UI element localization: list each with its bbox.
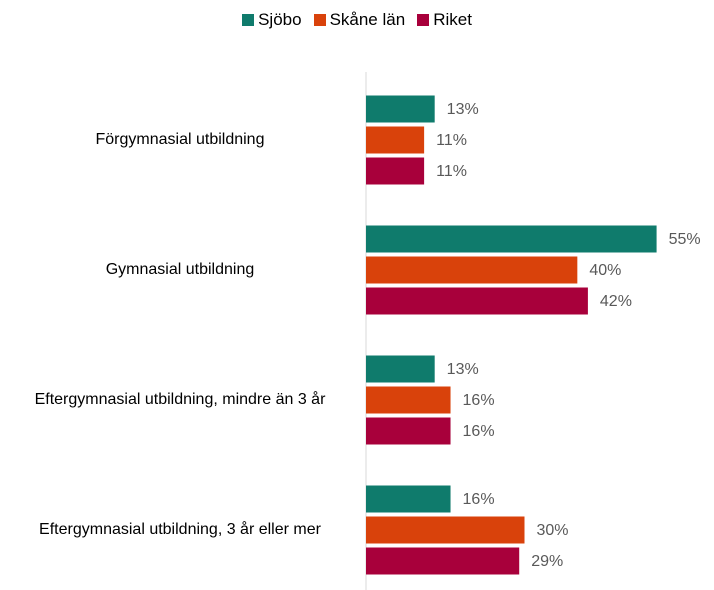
category-label: Gymnasial utbildning xyxy=(105,261,255,278)
data-label: 11% xyxy=(436,132,467,149)
legend-item: Skåne län xyxy=(313,10,406,30)
data-label: 30% xyxy=(537,522,569,539)
bar xyxy=(366,157,425,185)
legend-swatch xyxy=(417,14,430,26)
bar xyxy=(366,126,425,154)
data-label: 29% xyxy=(531,553,563,570)
legend-item: Riket xyxy=(417,10,472,30)
legend-label: Skåne län xyxy=(329,10,406,29)
data-label: 40% xyxy=(589,262,621,279)
category-label: Eftergymnasial utbildning, 3 år eller me… xyxy=(39,521,321,538)
bar xyxy=(366,386,451,414)
legend-label: Riket xyxy=(433,10,472,29)
data-label: 55% xyxy=(669,231,701,248)
data-label: 16% xyxy=(463,491,495,508)
data-label: 11% xyxy=(436,163,467,180)
bar xyxy=(366,287,588,315)
legend: Sjöbo Skåne län Riket xyxy=(0,10,714,30)
bar xyxy=(366,485,451,513)
category-label: Eftergymnasial utbildning, mindre än 3 å… xyxy=(34,391,326,408)
bar xyxy=(366,95,435,123)
bar xyxy=(366,256,578,284)
data-label: 42% xyxy=(600,293,632,310)
data-label: 16% xyxy=(463,423,495,440)
data-label: 13% xyxy=(447,361,479,378)
legend-item: Sjöbo xyxy=(242,10,302,30)
bar xyxy=(366,516,525,544)
data-label: 16% xyxy=(463,392,495,409)
bar xyxy=(366,225,657,253)
category-label: Förgymnasial utbildning xyxy=(95,131,265,148)
legend-swatch xyxy=(313,14,326,26)
legend-label: Sjöbo xyxy=(258,10,302,29)
bar xyxy=(366,547,520,575)
bar xyxy=(366,355,435,383)
bar xyxy=(366,417,451,445)
data-label: 13% xyxy=(447,101,479,118)
legend-swatch xyxy=(242,14,255,26)
